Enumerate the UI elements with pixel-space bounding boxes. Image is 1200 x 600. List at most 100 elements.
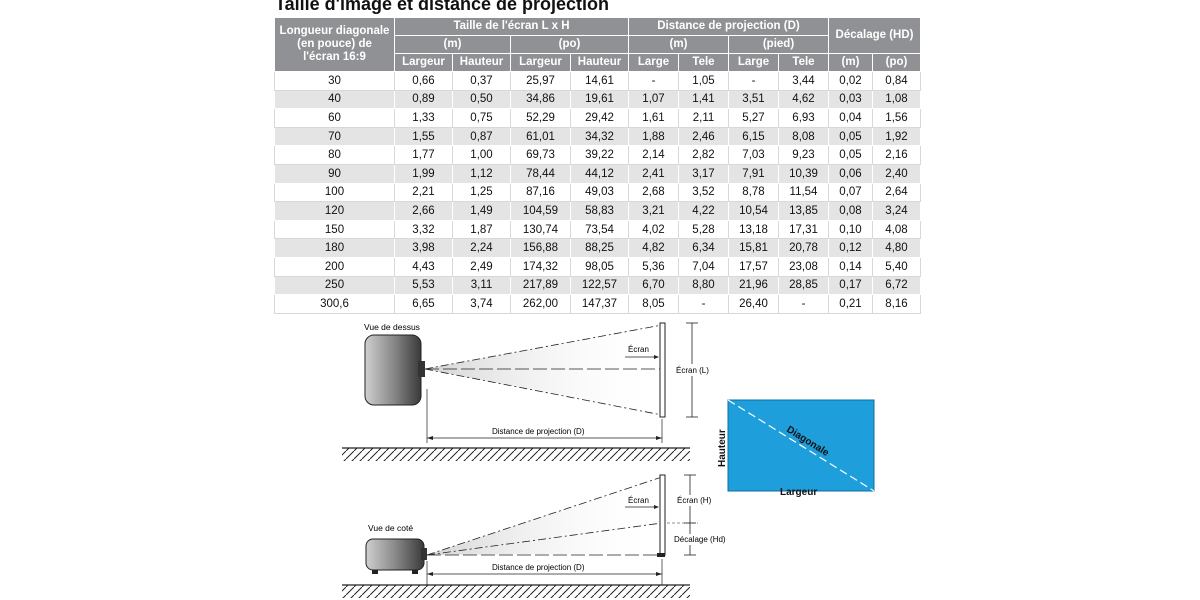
table-cell: 61,01 [510, 126, 571, 147]
table-cell: 10,54 [728, 201, 779, 221]
table-cell: - [628, 71, 679, 91]
table-cell: 3,32 [394, 219, 453, 240]
table-cell: 0,21 [828, 294, 873, 314]
header-large: Large [728, 53, 779, 72]
side-view-label: Vue de coté [368, 523, 413, 533]
table-cell: 29,42 [570, 108, 629, 128]
table-cell: 0,05 [828, 145, 873, 165]
screen-label-side: Écran [628, 496, 649, 505]
table-cell: 2,11 [678, 108, 729, 128]
table-cell: 2,68 [628, 182, 679, 203]
table-cell: 44,12 [570, 163, 629, 184]
table-cell: 156,88 [510, 238, 571, 258]
table-cell: 17,31 [778, 219, 829, 240]
table-cell: 1,07 [628, 89, 679, 110]
table-row: 150 3,32 1,87 130,74 73,54 4,02 5,28 13,18 17,31… [274, 219, 921, 240]
table-cell: 4,62 [778, 89, 829, 110]
row-diagonal-cell: 120 [274, 201, 395, 221]
table-cell: 78,44 [510, 163, 571, 184]
table-row: 40 0,89 0,50 34,86 19,61 1,07 1,41 3,51 4,62 0,03… [274, 89, 921, 110]
table-cell: 2,24 [452, 238, 511, 258]
distance-label-side: Distance de projection (D) [492, 563, 585, 572]
largeur-label: Largeur [780, 487, 817, 498]
table-cell: 8,08 [778, 126, 829, 147]
table-cell: 8,05 [628, 294, 679, 314]
table-cell: 4,80 [872, 238, 921, 258]
row-diagonal-cell: 100 [274, 182, 395, 203]
row-diagonal-cell: 30 [274, 71, 395, 91]
table-cell: 17,57 [728, 256, 779, 277]
table-cell: 1,05 [678, 71, 729, 91]
header-tele: Tele [678, 53, 729, 72]
table-cell: 8,16 [872, 294, 921, 314]
table-cell: 2,64 [872, 182, 921, 203]
table-cell: 39,22 [570, 145, 629, 165]
table-cell: 2,82 [678, 145, 729, 165]
table-row: 300,6 6,65 3,74 262,00 147,37 8,05-26,40-0,21… [274, 294, 921, 314]
table-cell: 0,08 [828, 201, 873, 221]
lens-top [418, 361, 425, 377]
table-cell: 0,37 [452, 71, 511, 91]
table-cell: 73,54 [570, 219, 629, 240]
table-cell: - [728, 71, 779, 91]
table-row: 200 4,43 2,49 174,32 98,05 5,36 7,04 17,57 23,08… [274, 256, 921, 277]
screen-side [659, 474, 666, 556]
table-row: 60 1,33 0,75 52,29 29,42 1,61 2,11 5,27 6,93 0,04… [274, 108, 921, 128]
table-cell: 3,74 [452, 294, 511, 314]
projection-diagram: Vue de dessus Écran Écran (L) Distance d… [342, 322, 875, 598]
header-hauteur: Hauteur [452, 53, 511, 72]
table-cell: 0,06 [828, 163, 873, 184]
table-cell: 0,07 [828, 182, 873, 203]
header-throw-distance: Distance de projection (D) [628, 17, 829, 36]
table-cell: 0,14 [828, 256, 873, 277]
table-cell: - [778, 294, 829, 314]
row-diagonal-cell: 70 [274, 126, 395, 147]
table-cell: 4,08 [872, 219, 921, 240]
table-cell: 21,96 [728, 275, 779, 296]
table-cell: 14,61 [570, 71, 629, 91]
screen-h-label: Écran (H) [677, 496, 712, 505]
table-cell: 1,77 [394, 145, 453, 165]
table-cell: 3,52 [678, 182, 729, 203]
table-row: 30 0,66 0,37 25,97 14,61-1,05-3,44 0,02 0,84 [274, 71, 921, 91]
table-cell: 9,23 [778, 145, 829, 165]
table-cell: 26,40 [728, 294, 779, 314]
distance-label-top: Distance de projection (D) [492, 427, 585, 436]
table-cell: 6,15 [728, 126, 779, 147]
table-cell: 0,02 [828, 71, 873, 91]
header-unit-m: (m) [628, 35, 729, 54]
table-cell: 3,11 [452, 275, 511, 296]
table-cell: 2,46 [678, 126, 729, 147]
row-diagonal-cell: 200 [274, 256, 395, 277]
table-cell: 4,82 [628, 238, 679, 258]
table-cell: 1,33 [394, 108, 453, 128]
table-cell: 49,03 [570, 182, 629, 203]
table-cell: 28,85 [778, 275, 829, 296]
table-cell: 1,49 [452, 201, 511, 221]
table-cell: 2,16 [872, 145, 921, 165]
offset-label: Décalage (Hd) [674, 535, 726, 544]
table-row: 90 1,99 1,12 78,44 44,12 2,41 3,17 7,91 10,39 0,0… [274, 163, 921, 184]
table-cell: 88,25 [570, 238, 629, 258]
table-cell: 10,39 [778, 163, 829, 184]
table-cell: 34,86 [510, 89, 571, 110]
table-cell: 2,49 [452, 256, 511, 277]
table-cell: 3,44 [778, 71, 829, 91]
row-diagonal-cell: 250 [274, 275, 395, 296]
table-cell: 1,92 [872, 126, 921, 147]
table-cell: 5,36 [628, 256, 679, 277]
table-cell: 262,00 [510, 294, 571, 314]
table-cell: 1,12 [452, 163, 511, 184]
table-row: 120 2,66 1,49 104,59 58,83 3,21 4,22 10,54 13,85… [274, 201, 921, 221]
table-cell: 0,05 [828, 126, 873, 147]
table-cell: 0,75 [452, 108, 511, 128]
screen-l-label: Écran (L) [676, 366, 709, 375]
header-unit-pied: (pied) [728, 35, 829, 54]
table-cell: 7,03 [728, 145, 779, 165]
table-cell: 25,97 [510, 71, 571, 91]
table-cell: 8,78 [728, 182, 779, 203]
table-cell: 3,51 [728, 89, 779, 110]
table-row: 70 1,55 0,87 61,01 34,32 1,88 2,46 6,15 8,08 0,05… [274, 126, 921, 147]
screen-top [659, 322, 666, 418]
header-hauteur: Hauteur [570, 53, 629, 72]
